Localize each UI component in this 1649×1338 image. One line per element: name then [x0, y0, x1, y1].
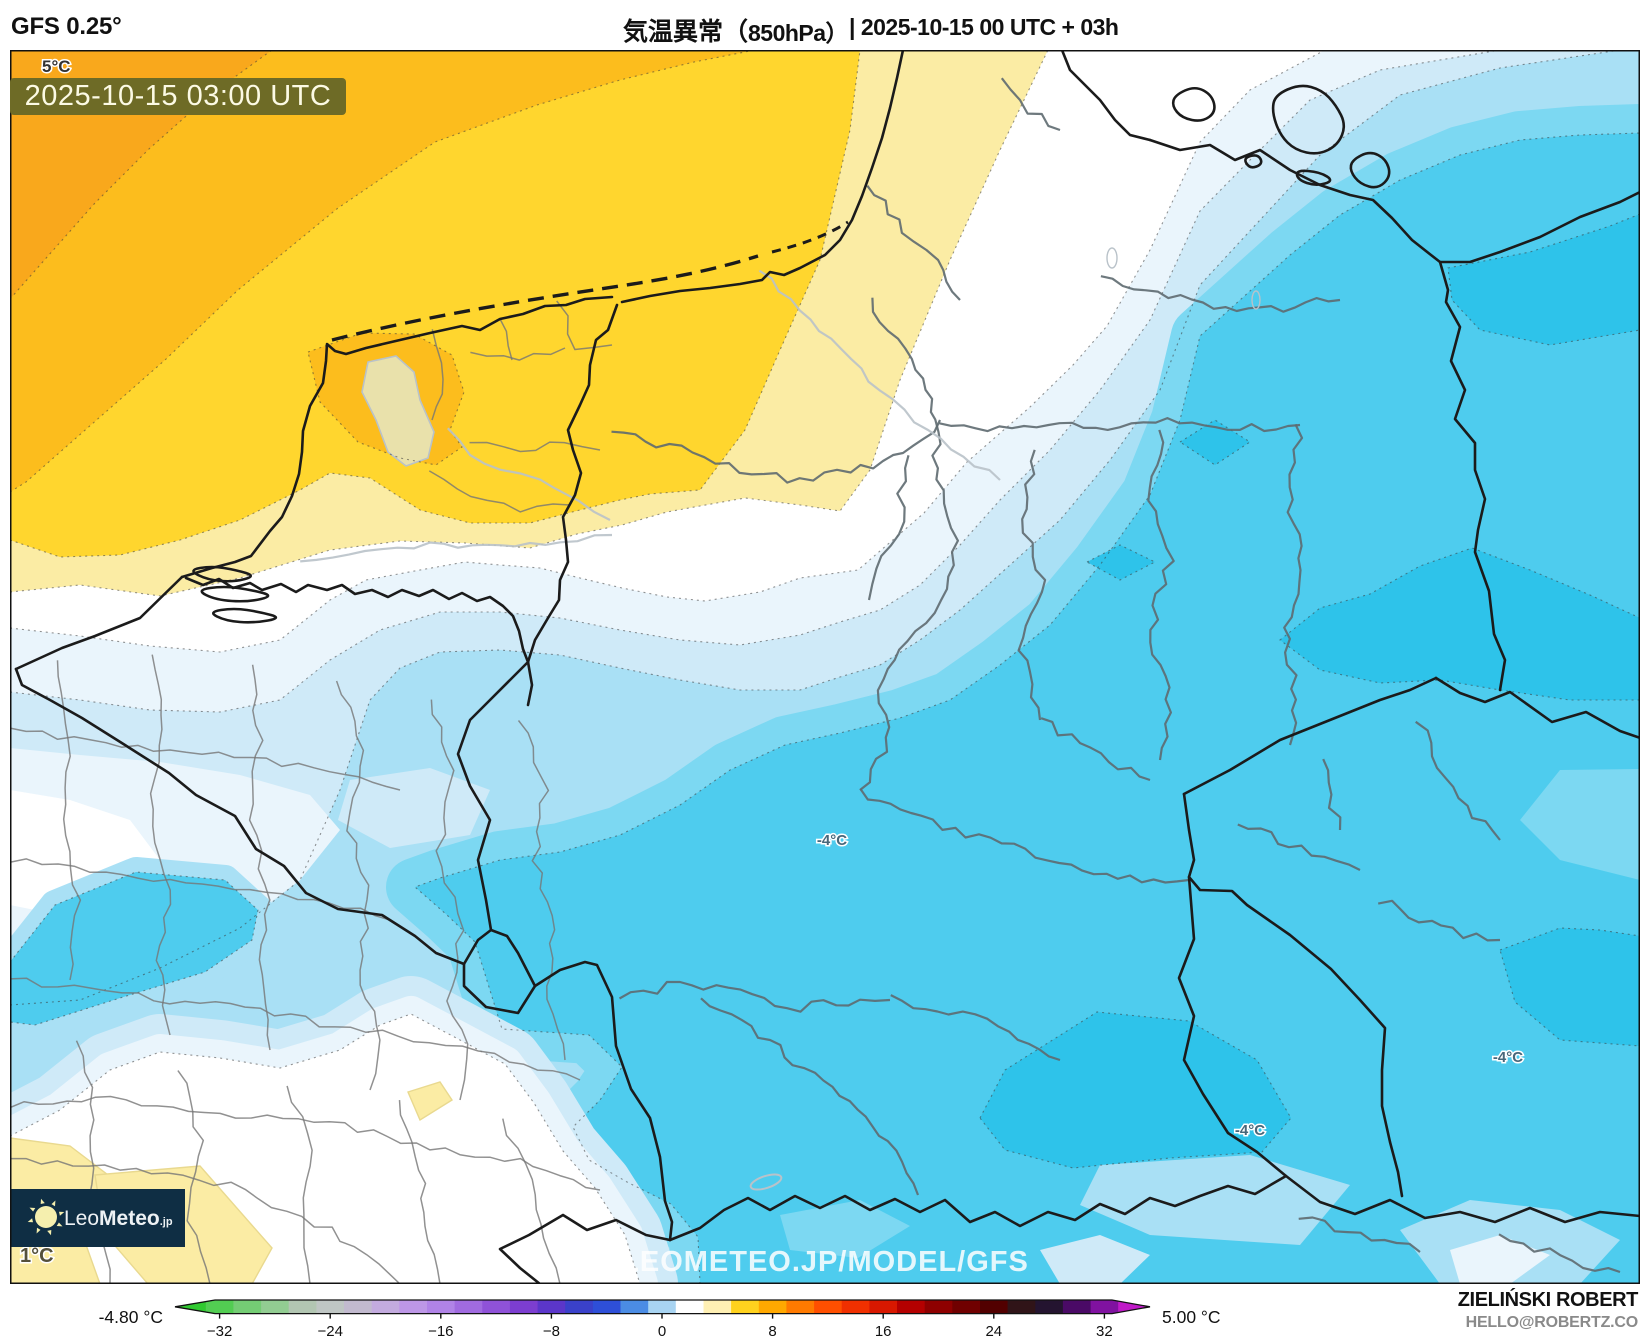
svg-text:8: 8 [768, 1323, 776, 1338]
svg-text:−16: −16 [428, 1323, 453, 1338]
svg-text:−24: −24 [317, 1323, 342, 1338]
svg-text:LeoMeteo.jp: LeoMeteo.jp [64, 1207, 173, 1230]
svg-text:24: 24 [985, 1323, 1002, 1338]
svg-text:0: 0 [658, 1323, 666, 1338]
svg-text:-4°C: -4°C [817, 832, 847, 849]
svg-text:LEOMETEO.JP/MODEL/GFS: LEOMETEO.JP/MODEL/GFS [621, 1246, 1029, 1278]
svg-text:5.00 °C: 5.00 °C [1162, 1307, 1221, 1327]
svg-text:-4.80 °C: -4.80 °C [99, 1307, 163, 1327]
svg-text:5°C: 5°C [42, 57, 71, 76]
svg-text:-4°C: -4°C [1493, 1049, 1523, 1066]
svg-text:−32: −32 [207, 1323, 232, 1338]
svg-text:−8: −8 [543, 1323, 560, 1338]
svg-text:32: 32 [1096, 1323, 1113, 1338]
svg-text:16: 16 [875, 1323, 892, 1338]
svg-text:1°C: 1°C [20, 1245, 54, 1267]
svg-text:-4°C: -4°C [1235, 1122, 1265, 1139]
